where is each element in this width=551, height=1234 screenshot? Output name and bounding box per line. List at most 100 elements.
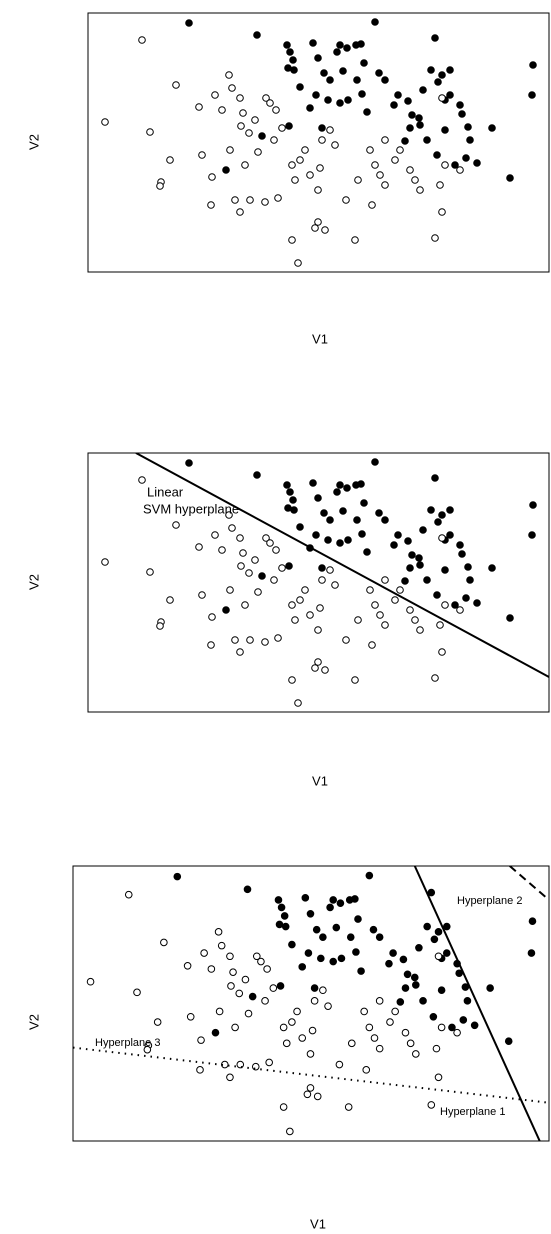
point [316, 164, 324, 172]
point [312, 91, 320, 99]
point [239, 549, 247, 557]
point [301, 146, 309, 154]
point [316, 604, 324, 612]
point [226, 586, 234, 594]
point [272, 546, 280, 554]
point [211, 531, 219, 539]
point [434, 952, 443, 961]
point [458, 110, 466, 118]
plot-frame [87, 12, 550, 273]
point [236, 534, 244, 542]
point [408, 551, 416, 559]
point [263, 965, 271, 973]
point [326, 76, 334, 84]
point [381, 621, 389, 629]
point [464, 563, 472, 571]
y-axis-label: V2 [26, 134, 41, 150]
point [381, 181, 389, 189]
point [375, 69, 383, 77]
point [288, 601, 296, 609]
point [432, 1044, 441, 1053]
point [430, 935, 439, 944]
point [298, 963, 307, 971]
point [288, 236, 296, 244]
point [456, 606, 464, 614]
point [504, 1037, 513, 1045]
point [390, 101, 398, 109]
point [442, 922, 451, 931]
point [423, 576, 431, 584]
point [183, 962, 192, 970]
point [211, 91, 219, 99]
point [326, 903, 334, 912]
point [143, 1045, 152, 1054]
point [251, 556, 259, 564]
point [288, 161, 296, 169]
point [427, 888, 436, 897]
point [375, 933, 384, 941]
point [289, 496, 297, 504]
point [283, 41, 291, 49]
point [270, 576, 278, 584]
point [275, 920, 284, 929]
point [231, 1023, 239, 1032]
point [331, 581, 339, 589]
point [333, 488, 341, 496]
point [451, 601, 459, 609]
point [406, 166, 414, 174]
annotation: Hyperplane 3 [95, 1037, 160, 1049]
point [434, 78, 442, 86]
point [434, 518, 442, 526]
point [337, 954, 346, 963]
point [237, 122, 245, 130]
point [459, 1016, 468, 1024]
point [311, 224, 319, 232]
point [294, 259, 302, 267]
point [406, 1039, 415, 1048]
point [368, 641, 376, 649]
point [251, 1062, 260, 1071]
point [296, 523, 304, 531]
point [156, 182, 164, 190]
point [438, 94, 446, 102]
point [336, 481, 344, 489]
point [225, 511, 233, 519]
point [261, 638, 269, 646]
point [218, 106, 226, 114]
point [363, 548, 371, 556]
point [354, 176, 362, 184]
point [274, 896, 283, 904]
point [375, 509, 383, 517]
point [396, 586, 404, 594]
point [353, 76, 361, 84]
point [342, 196, 350, 204]
point [312, 925, 321, 934]
point [354, 616, 362, 624]
point [229, 968, 237, 976]
point [357, 480, 365, 488]
point [286, 1127, 294, 1136]
point [270, 136, 278, 144]
hyperplane [413, 866, 541, 1141]
point [488, 124, 496, 132]
point [198, 151, 206, 159]
point [438, 534, 446, 542]
point [318, 564, 326, 572]
point [288, 1018, 296, 1026]
point [366, 586, 374, 594]
point [274, 194, 282, 202]
point [419, 526, 427, 534]
point [326, 516, 334, 524]
point [527, 949, 536, 957]
point [441, 601, 449, 609]
point [446, 66, 454, 74]
point [436, 621, 444, 629]
point [529, 501, 537, 509]
point [462, 154, 470, 162]
point [343, 484, 351, 492]
point [446, 531, 454, 539]
point [285, 122, 293, 130]
point [462, 594, 470, 602]
point [466, 576, 474, 584]
point [403, 970, 412, 979]
